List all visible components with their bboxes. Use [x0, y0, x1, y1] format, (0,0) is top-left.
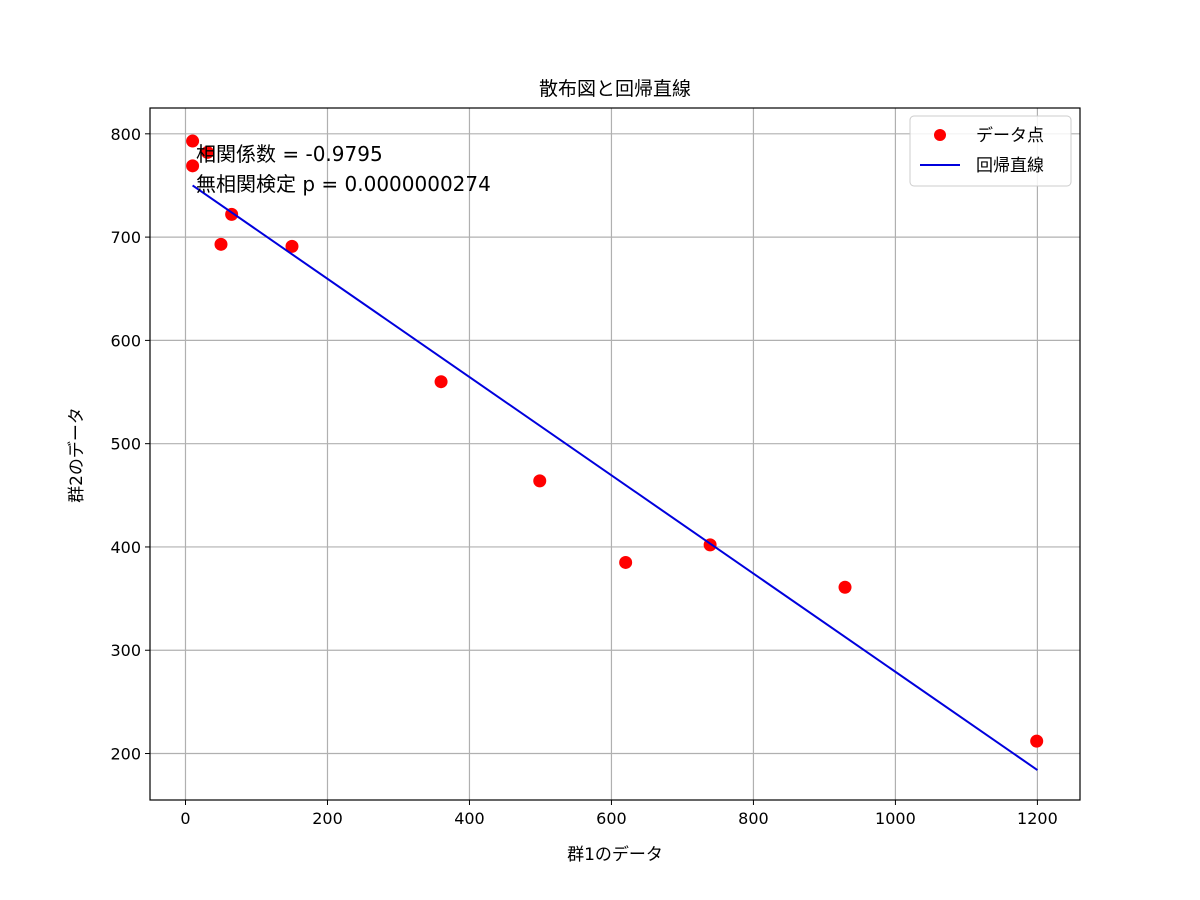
data-point [186, 134, 200, 148]
y-tick-label: 300 [110, 641, 141, 660]
p-value-annotation: 無相関検定 p = 0.0000000274 [196, 172, 491, 196]
data-point [838, 580, 852, 594]
data-point [619, 555, 633, 569]
y-tick-label: 200 [110, 745, 141, 764]
x-tick-label: 1200 [1017, 809, 1058, 828]
x-tick-label: 1000 [875, 809, 916, 828]
data-point [434, 375, 448, 389]
y-tick-label: 800 [110, 125, 141, 144]
y-tick-label: 600 [110, 331, 141, 350]
legend-label-line: 回帰直線 [976, 156, 1044, 176]
legend: データ点 回帰直線 [909, 115, 1072, 187]
x-tick-label: 800 [738, 809, 769, 828]
data-point [1030, 734, 1044, 748]
data-point [214, 237, 228, 251]
correlation-annotation: 相関係数 = -0.9795 [196, 142, 383, 166]
x-tick-label: 0 [180, 809, 190, 828]
y-tick-label: 400 [110, 538, 141, 557]
y-axis-label: 群2のデータ [66, 407, 87, 503]
regression-line [192, 184, 1038, 771]
chart-title: 散布図と回帰直線 [539, 78, 691, 100]
legend-label-scatter: データ点 [976, 125, 1044, 146]
data-point [201, 145, 215, 159]
y-tick-label: 700 [110, 228, 141, 247]
plot-frame [149, 107, 1081, 801]
legend-marker-scatter [934, 129, 946, 141]
x-axis-label: 群1のデータ [567, 844, 663, 865]
data-point [533, 474, 547, 488]
x-tick-label: 200 [312, 809, 343, 828]
data-point [285, 239, 299, 253]
y-tick-label: 500 [110, 435, 141, 454]
x-tick-label: 600 [596, 809, 627, 828]
x-tick-label: 400 [454, 809, 485, 828]
data-point [186, 159, 200, 173]
